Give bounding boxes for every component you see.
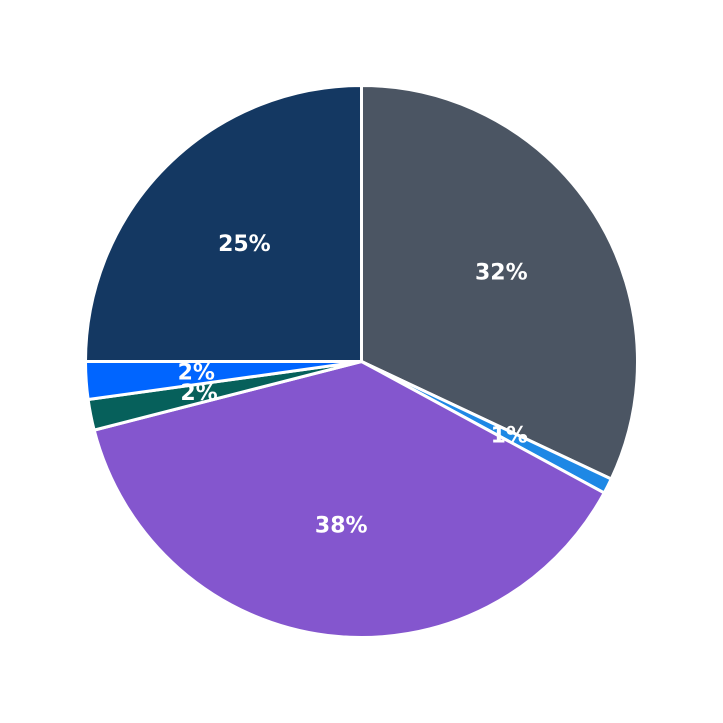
pie-slice-label-1: 32% [475,260,528,285]
pie-slice-label-2: 1% [491,424,528,449]
pie-slice-label-6: 25% [218,232,271,257]
slices-layer [84,84,639,639]
pie-slice-6 [84,84,363,363]
pie-slice-label-3: 38% [315,513,368,538]
pie-slice-label-4: 2% [180,381,217,406]
labels-layer: 32% 1% 38% 2%2% 25% [178,232,528,538]
pie-slice-3 [92,360,606,639]
pie-slice-label-5: 2% [178,360,215,385]
pie-slice-1 [360,84,639,481]
